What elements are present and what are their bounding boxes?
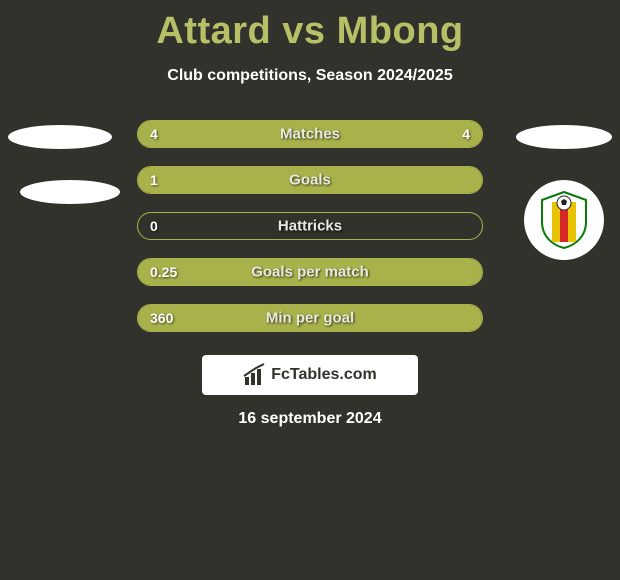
stat-value-left: 0: [150, 218, 158, 234]
watermark-text: FcTables.com: [271, 366, 377, 384]
stat-label: Goals per match: [251, 264, 369, 281]
stat-value-left: 4: [150, 126, 158, 142]
club-badge-icon: [534, 190, 594, 250]
stat-value-left: 360: [150, 310, 173, 326]
date-label: 16 september 2024: [238, 410, 381, 428]
bar-chart-icon: [243, 363, 267, 387]
stat-value-right: 4: [462, 126, 470, 142]
player-right-silhouette-top: [516, 125, 612, 149]
stat-label: Hattricks: [278, 218, 342, 235]
club-badge: [524, 180, 604, 260]
page-title: Attard vs Mbong: [0, 0, 620, 53]
player-left-silhouette-mid: [20, 180, 120, 204]
stat-value-left: 0.25: [150, 264, 177, 280]
stat-label: Min per goal: [266, 310, 354, 327]
watermark: FcTables.com: [202, 355, 418, 395]
stat-row: 0.25 Goals per match: [137, 258, 483, 286]
stats-list: 4 4 Matches 1 Goals 0 Hattricks 0.25 Goals per m…: [137, 120, 483, 332]
player-left-silhouette-top: [8, 125, 112, 149]
stat-row: 360 Min per goal: [137, 304, 483, 332]
page-subtitle: Club competitions, Season 2024/2025: [0, 67, 620, 85]
stat-label: Matches: [280, 126, 340, 143]
stat-row: 4 4 Matches: [137, 120, 483, 148]
stat-row: 1 Goals: [137, 166, 483, 194]
stat-row: 0 Hattricks: [137, 212, 483, 240]
stat-label: Goals: [289, 172, 331, 189]
stat-value-left: 1: [150, 172, 158, 188]
